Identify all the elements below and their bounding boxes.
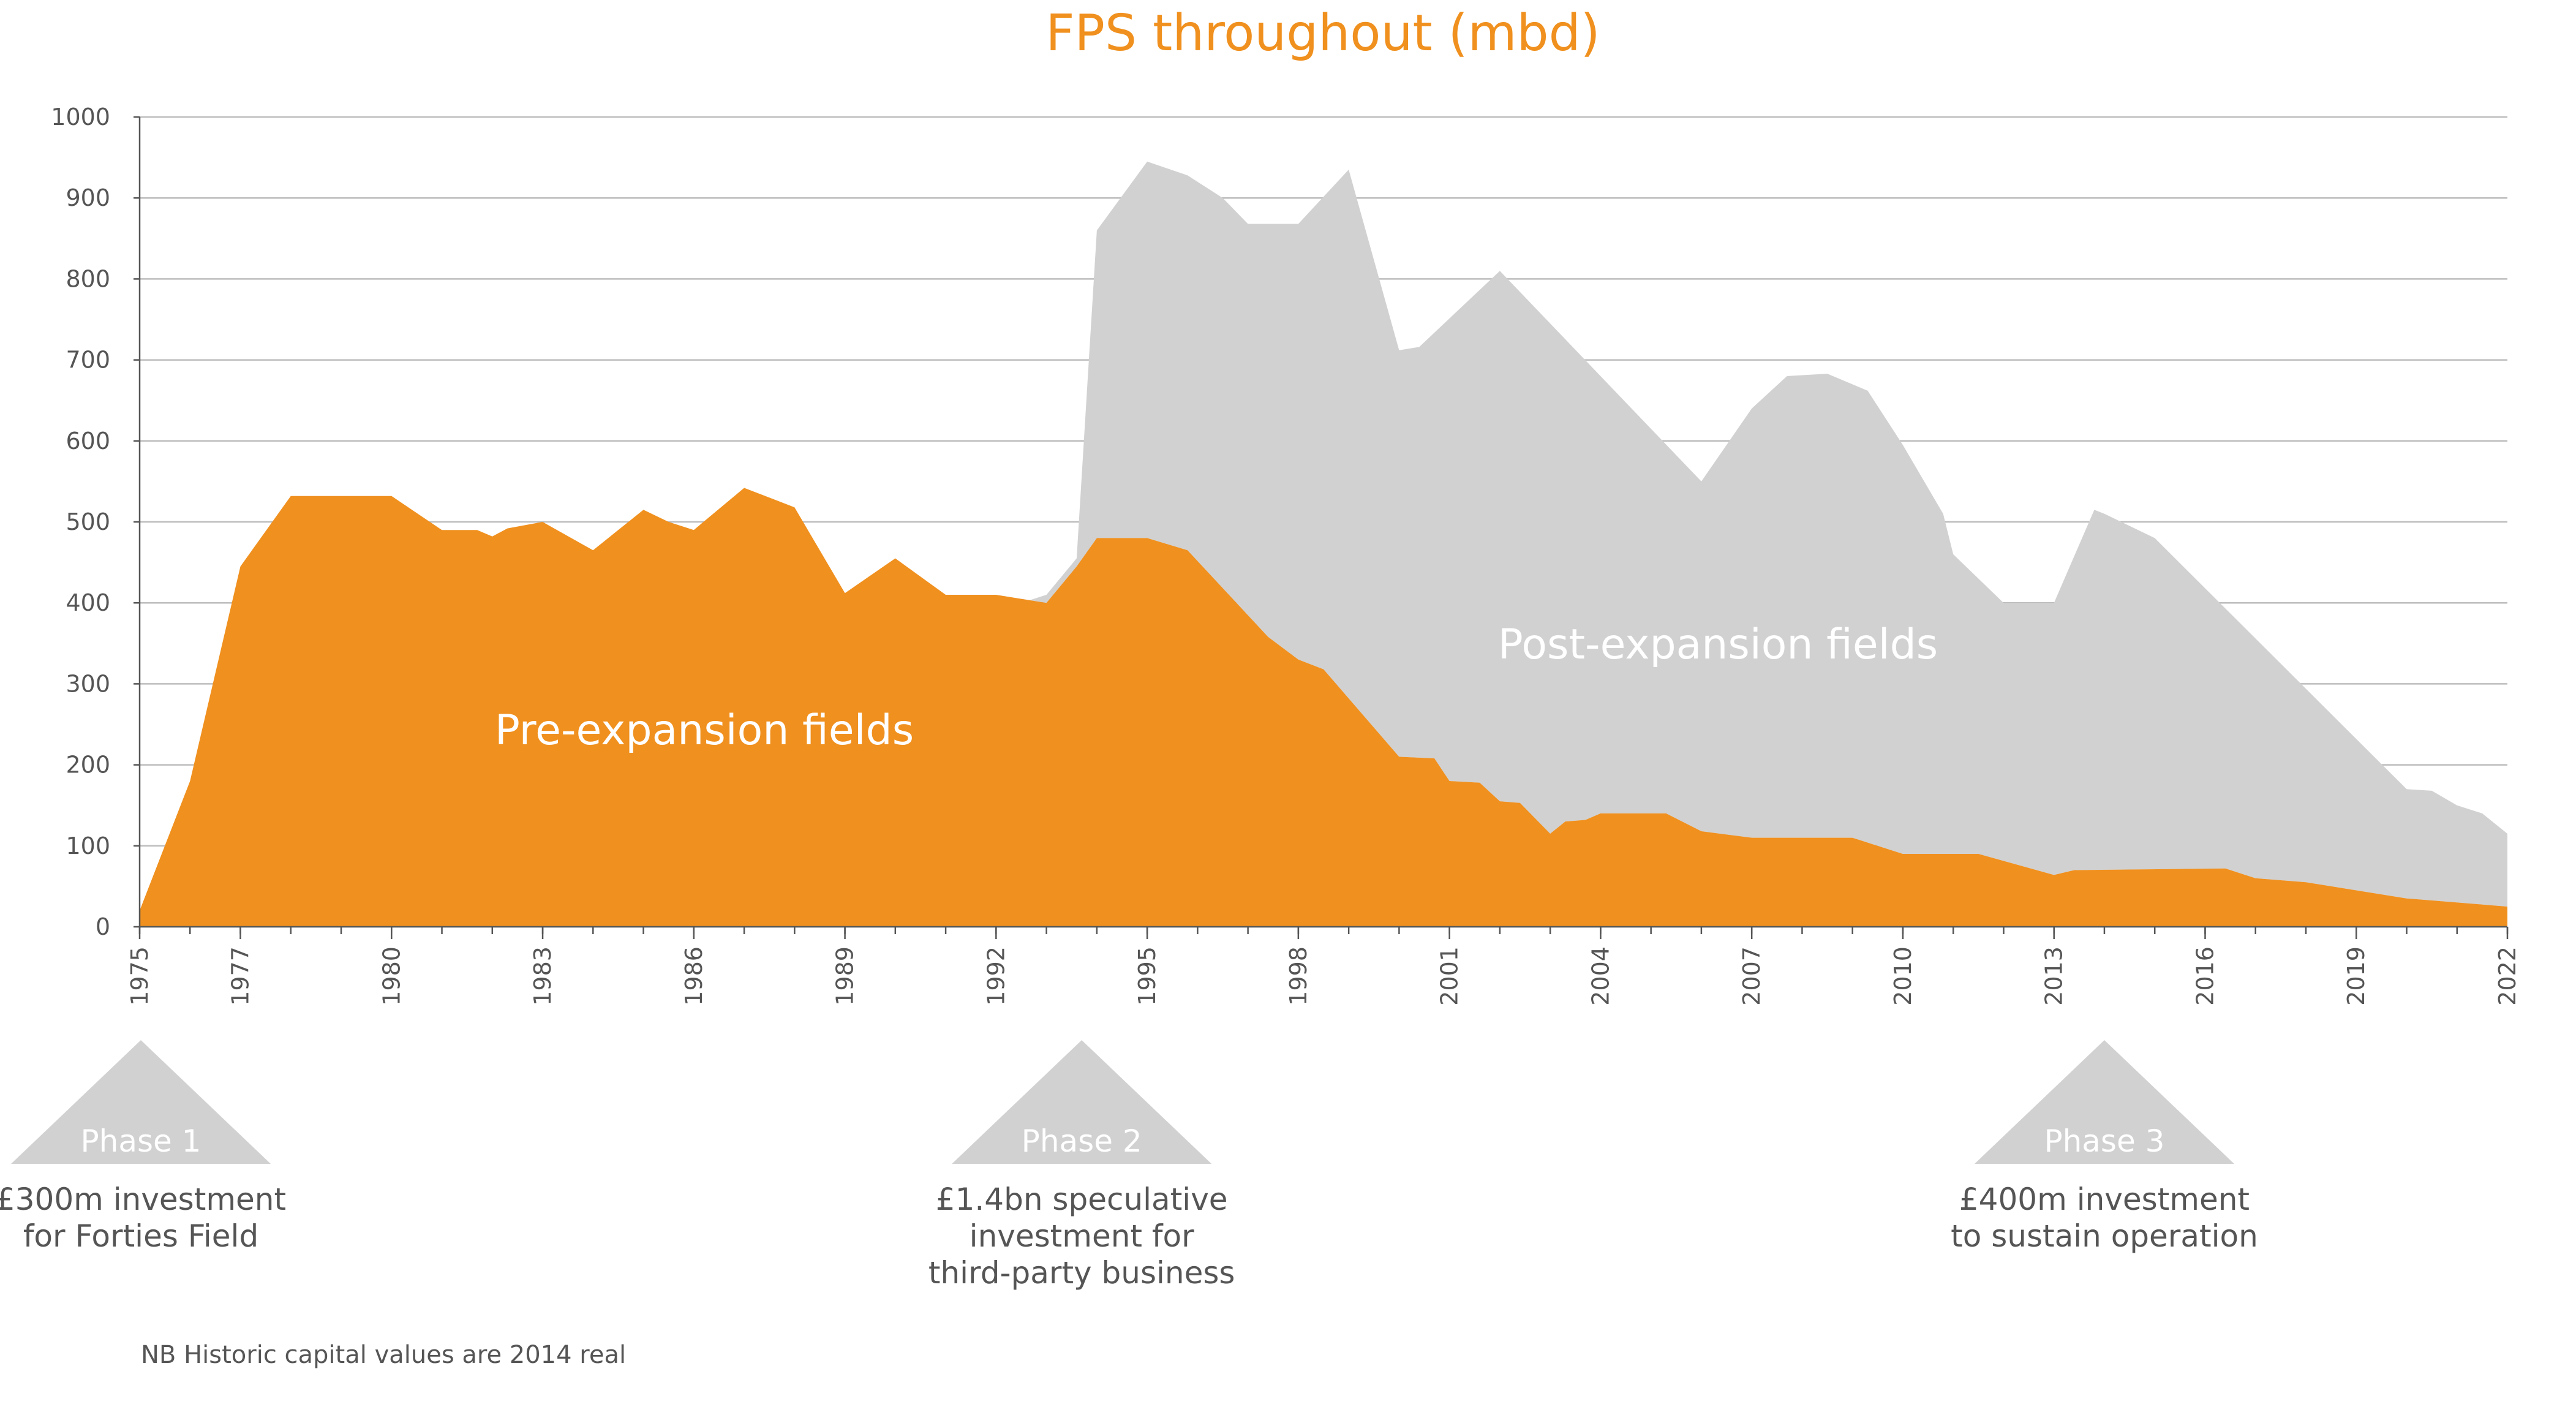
y-tick-label: 800	[66, 265, 110, 292]
y-tick-label: 100	[66, 832, 110, 859]
x-tick-label: 1983	[529, 946, 556, 1006]
pre-expansion-area	[140, 488, 2507, 927]
x-tick-label: 2004	[1587, 946, 1614, 1006]
phase-description: third-party business	[928, 1255, 1235, 1291]
phase-label: Phase 3	[2044, 1123, 2164, 1159]
phase-description: investment for	[970, 1218, 1194, 1254]
y-tick-label: 900	[66, 184, 110, 211]
phase-description: to sustain operation	[1951, 1218, 2258, 1254]
x-tick-label: 2001	[1436, 946, 1463, 1006]
y-tick-label: 1000	[51, 104, 110, 130]
phase-triangle	[952, 1040, 1212, 1164]
phase-label: Phase 2	[1022, 1123, 1142, 1159]
y-tick-label: 600	[66, 428, 110, 455]
y-tick-label: 0	[96, 913, 110, 940]
y-tick-label: 500	[66, 508, 110, 535]
footnote: NB Historic capital values are 2014 real	[141, 1341, 626, 1369]
y-tick-label: 400	[66, 589, 110, 616]
phase-description: for Forties Field	[23, 1218, 258, 1254]
post-expansion-area	[1021, 161, 2507, 907]
axes: 0 100 200 300 400 500 600 700 800 900 1000 1975 1977…	[51, 104, 2521, 1006]
phase-description: £1.4bn speculative	[936, 1182, 1228, 1217]
x-tick-label: 2016	[2192, 946, 2219, 1006]
area-layer	[140, 161, 2507, 927]
x-tick-label: 1995	[1134, 946, 1161, 1006]
x-tick-label: 1998	[1285, 946, 1312, 1006]
x-tick-label: 1977	[227, 946, 254, 1006]
phase-triangle	[11, 1040, 271, 1164]
phase-triangle	[1974, 1040, 2234, 1164]
x-tick-label: 2010	[1889, 946, 1916, 1006]
y-tick-label: 700	[66, 347, 110, 374]
x-tick-label: 1975	[126, 946, 153, 1006]
phase-description: £300m investment	[0, 1182, 286, 1217]
x-tick-label: 2022	[2494, 946, 2521, 1006]
x-tick-label: 2019	[2343, 946, 2370, 1006]
pre-expansion-label: Pre-expansion fields	[495, 706, 914, 755]
x-tick-label: 1980	[378, 946, 405, 1006]
x-tick-label: 1992	[982, 946, 1009, 1006]
x-tick-label: 1989	[832, 946, 859, 1006]
chart-title: FPS throughout (mbd)	[1045, 4, 1600, 62]
post-expansion-label: Post-expansion fields	[1498, 621, 1938, 669]
y-tick-label: 200	[66, 752, 110, 779]
x-tick-label: 2013	[2041, 946, 2068, 1006]
x-tick-label: 2007	[1738, 946, 1765, 1006]
phase-description: £400m investment	[1959, 1182, 2250, 1217]
x-tick-label: 1986	[680, 946, 707, 1006]
phase-label: Phase 1	[81, 1123, 201, 1159]
y-tick-label: 300	[66, 670, 110, 697]
